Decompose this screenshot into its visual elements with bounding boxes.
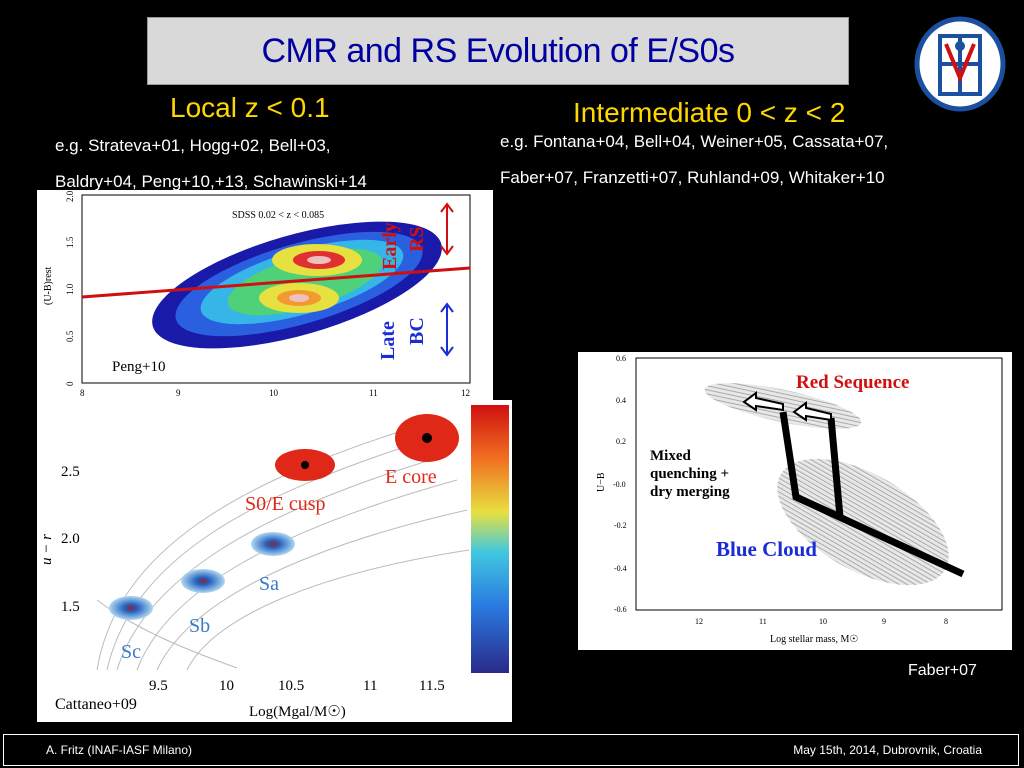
faber-ytick: 0.2 xyxy=(616,437,626,446)
faber-plot: Red Sequence Blue Cloud Mixed quenching … xyxy=(596,354,1003,645)
faber-xtick: 10 xyxy=(819,617,827,626)
s0e-cusp-label: S0/E cusp xyxy=(245,493,326,515)
blue-cloud-region xyxy=(777,458,949,586)
sb-label: Sb xyxy=(189,615,210,637)
peng-sample-label: SDSS 0.02 < z < 0.085 xyxy=(232,210,324,221)
peng-xtick: 12 xyxy=(461,388,470,398)
intermediate-heading: Intermediate 0 < z < 2 xyxy=(573,97,846,128)
peng-plot-panel: SDSS 0.02 < z < 0.085 (U-B)rest 2.0 1.5 … xyxy=(37,190,493,400)
faber-xtick: 9 xyxy=(882,617,886,626)
peng-xtick: 9 xyxy=(176,388,181,398)
peng-ytick: 1.0 xyxy=(65,283,75,295)
rs-range-arrow xyxy=(440,202,454,256)
cattaneo-xtick: 11.5 xyxy=(419,678,445,694)
faber-caption: Faber+07 xyxy=(908,662,977,679)
peng-xtick: 11 xyxy=(369,388,378,398)
cattaneo-ytick: 1.5 xyxy=(61,599,80,615)
peng-xtick: 10 xyxy=(269,388,279,398)
footer-date-location: May 15th, 2014, Dubrovnik, Croatia xyxy=(793,743,982,757)
peng-ytick: 2.0 xyxy=(65,190,75,202)
faber-xtick: 11 xyxy=(759,617,767,626)
local-references: e.g. Strateva+01, Hogg+02, Bell+03, Bald… xyxy=(55,128,367,200)
faber-xlabel: Log stellar mass, M☉ xyxy=(770,634,858,645)
cattaneo-ytick: 2.0 xyxy=(61,531,80,547)
sc-galaxy xyxy=(109,596,153,620)
institution-logo xyxy=(914,16,1006,112)
faber-ytick: 0.4 xyxy=(616,396,626,405)
faber-xtick: 8 xyxy=(944,617,948,626)
footer: A. Fritz (INAF-IASF Milano) May 15th, 20… xyxy=(3,734,1019,766)
cattaneo-xtick: 11 xyxy=(363,678,377,694)
intermediate-refs-line-2: Faber+07, Franzetti+07, Ruhland+09, Whit… xyxy=(500,168,885,187)
cattaneo-xtick: 10 xyxy=(219,678,234,694)
red-sequence-label: Red Sequence xyxy=(796,372,909,393)
faber-ytick: -0.2 xyxy=(614,521,627,530)
faber-ytick: -0.6 xyxy=(614,605,627,614)
cattaneo-contours xyxy=(96,419,470,671)
faber-xtick: 12 xyxy=(695,617,703,626)
peng-plot: SDSS 0.02 < z < 0.085 (U-B)rest 2.0 1.5 … xyxy=(43,190,471,398)
bc-label: BC xyxy=(406,317,428,345)
cattaneo-xtick: 10.5 xyxy=(278,678,304,694)
peng-ytick: 0.5 xyxy=(65,330,75,342)
cattaneo-ylabel: u − r xyxy=(39,534,55,565)
dry-merging-arrows xyxy=(742,391,832,422)
e-core-label: E core xyxy=(385,466,437,488)
evolution-tracks xyxy=(779,411,965,578)
faber-ytick: -0.4 xyxy=(614,564,627,573)
title-box: CMR and RS Evolution of E/S0s xyxy=(147,17,849,85)
sa-label: Sa xyxy=(259,573,279,595)
peng-ylabel: (U-B)rest xyxy=(43,266,54,305)
mixed-label-line-2: quenching + xyxy=(650,466,729,482)
early-label: Early xyxy=(379,222,401,270)
cattaneo-plot: E core S0/E cusp Sa Sb Sc 2.5 2.0 1.5 u … xyxy=(39,405,509,720)
faber-ytick: -0.0 xyxy=(613,480,626,489)
cattaneo-xlabel: Log(Mgal/M☉) xyxy=(249,704,346,720)
blue-cloud-label: Blue Cloud xyxy=(716,537,817,561)
local-refs-line-2: Baldry+04, Peng+10,+13, Schawinski+14 xyxy=(55,172,367,191)
mixed-label-line-1: Mixed xyxy=(650,448,691,464)
local-heading: Local z < 0.1 xyxy=(170,92,330,123)
peng-xtick: 8 xyxy=(80,388,85,398)
sb-galaxy xyxy=(181,569,225,593)
sa-galaxy xyxy=(251,532,295,556)
peng-contours xyxy=(152,221,442,349)
faber-plot-panel: Red Sequence Blue Cloud Mixed quenching … xyxy=(578,352,1012,650)
faber-ylabel: U−B xyxy=(596,472,607,492)
intermediate-references: e.g. Fontana+04, Bell+04, Weiner+05, Cas… xyxy=(500,124,888,196)
cattaneo-plot-panel: E core S0/E cusp Sa Sb Sc 2.5 2.0 1.5 u … xyxy=(37,400,512,722)
rs-label: RS xyxy=(406,226,428,252)
footer-author: A. Fritz (INAF-IASF Milano) xyxy=(46,743,193,757)
bc-range-arrow xyxy=(440,302,454,357)
peng-caption: Peng+10 xyxy=(112,359,165,375)
cattaneo-ytick: 2.5 xyxy=(61,464,80,480)
local-refs-line-1: e.g. Strateva+01, Hogg+02, Bell+03, xyxy=(55,136,331,155)
peng-ytick: 0 xyxy=(65,381,75,386)
cattaneo-caption: Cattaneo+09 xyxy=(55,696,137,713)
intermediate-refs-line-1: e.g. Fontana+04, Bell+04, Weiner+05, Cas… xyxy=(500,132,889,151)
cattaneo-xtick: 9.5 xyxy=(149,678,168,694)
sc-label: Sc xyxy=(121,641,141,663)
faber-ytick: 0.6 xyxy=(616,354,626,363)
mixed-label-line-3: dry merging xyxy=(650,484,730,500)
peng-dividing-line xyxy=(81,266,471,299)
peng-ytick: 1.5 xyxy=(65,236,75,248)
slide-title: CMR and RS Evolution of E/S0s xyxy=(261,31,735,70)
late-label: Late xyxy=(377,321,399,360)
